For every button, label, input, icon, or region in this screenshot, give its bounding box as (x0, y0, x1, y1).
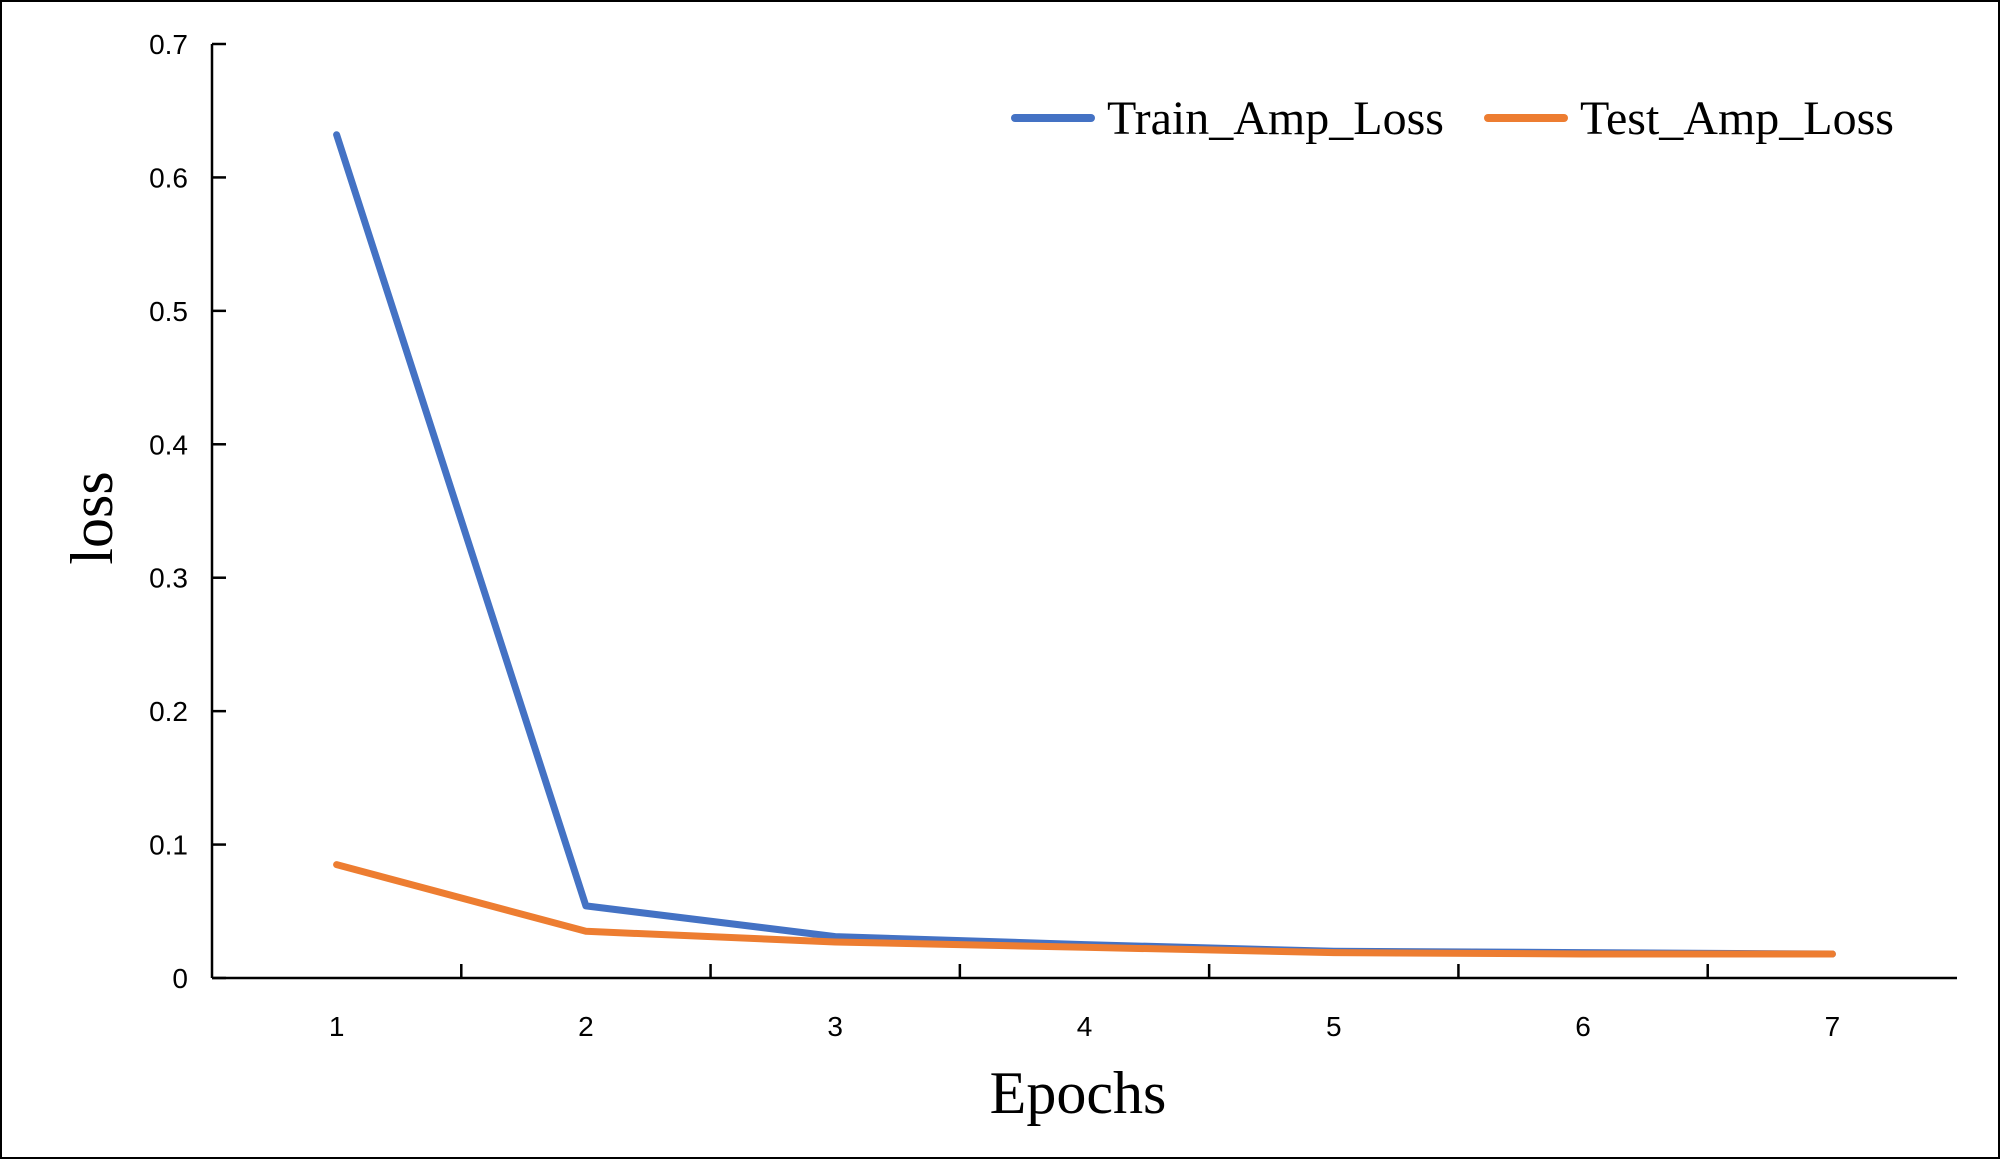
x-tick-label: 7 (1825, 1011, 1841, 1042)
y-tick-label: 0.3 (149, 563, 188, 594)
legend-label-1: Train_Amp_Loss (1107, 92, 1444, 145)
x-tick-label: 5 (1326, 1011, 1342, 1042)
x-tick-label: 4 (1077, 1011, 1093, 1042)
x-tick-label: 6 (1575, 1011, 1591, 1042)
y-tick-label: 0 (172, 963, 188, 994)
y-tick-label: 0.5 (149, 296, 188, 327)
y-tick-label: 0.1 (149, 830, 188, 861)
y-tick-label: 0.7 (149, 29, 188, 60)
legend: Train_Amp_Loss Test_Amp_Loss (1011, 92, 1894, 145)
y-axis-title: loss (59, 471, 125, 564)
y-tick-label: 0.6 (149, 162, 188, 193)
x-axis-title: Epochs (990, 1060, 1167, 1126)
y-tick-label: 0.4 (149, 429, 188, 460)
axes (210, 44, 1957, 980)
y-axis-ticks: 0 0.1 0.2 0.3 0.4 0.5 0.6 0.7 (149, 29, 226, 994)
x-tick-label: 2 (578, 1011, 594, 1042)
legend-label-2: Test_Amp_Loss (1580, 92, 1894, 145)
series-layer (333, 131, 1836, 958)
y-tick-label: 0.2 (149, 696, 188, 727)
series-line-1 (333, 131, 1836, 958)
series-line-2 (333, 861, 1836, 958)
x-tick-label: 1 (329, 1011, 345, 1042)
x-axis-ticks: 1 2 3 4 5 6 7 (329, 964, 1840, 1042)
x-tick-label: 3 (827, 1011, 843, 1042)
